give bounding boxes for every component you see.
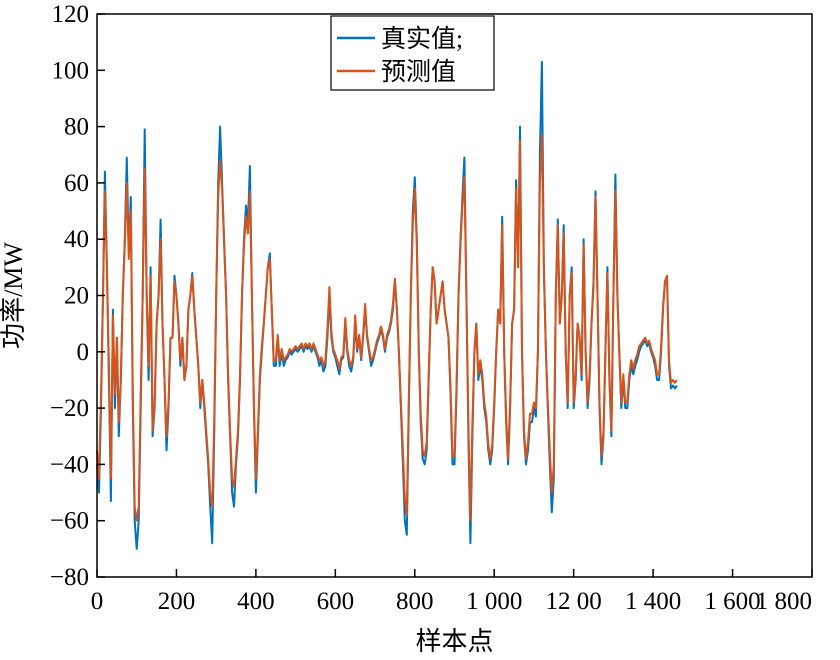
plot-area-frame: [96, 13, 813, 578]
x-tick-label: 200: [158, 588, 196, 615]
y-tick-label: −60: [50, 508, 89, 535]
y-tick-label: −20: [50, 395, 89, 422]
x-tick-label: 0: [91, 588, 104, 615]
y-axis: −80 −60 −40 −20 0 20 40 60 80 100 120: [50, 1, 105, 591]
y-tick-label: 0: [77, 339, 90, 366]
x-tick-label: 12 00: [546, 588, 602, 615]
x-tick-label: 1 800: [756, 588, 812, 615]
legend: 真实值; 预测值: [330, 15, 495, 91]
x-tick-label: 400: [237, 588, 275, 615]
legend-label-predicted-value: 预测值: [381, 58, 456, 86]
y-tick-label: 60: [64, 170, 89, 197]
x-tick-label: 1 600: [704, 588, 760, 615]
y-tick-label: 40: [64, 226, 89, 253]
series-layer: [96, 60, 678, 550]
y-tick-label: −40: [50, 451, 89, 478]
y-tick-label: 100: [52, 57, 90, 84]
x-tick-label: 600: [317, 588, 355, 615]
x-tick-label: 1 000: [466, 588, 522, 615]
y-tick-label: 80: [64, 114, 89, 141]
legend-box: [330, 15, 495, 91]
y-tick-label: 20: [64, 283, 89, 310]
x-tick-label: 1 400: [625, 588, 681, 615]
series-line-true-value: [96, 60, 678, 550]
series-line-predicted-value: [96, 134, 678, 522]
x-tick-label: 800: [396, 588, 434, 615]
y-axis-label: 功率/MW: [0, 242, 28, 349]
x-axis-label: 样本点: [415, 627, 493, 656]
y-tick-label: 120: [52, 1, 90, 28]
y-tick-label: −80: [50, 564, 89, 591]
legend-label-true-value: 真实值;: [381, 25, 463, 53]
